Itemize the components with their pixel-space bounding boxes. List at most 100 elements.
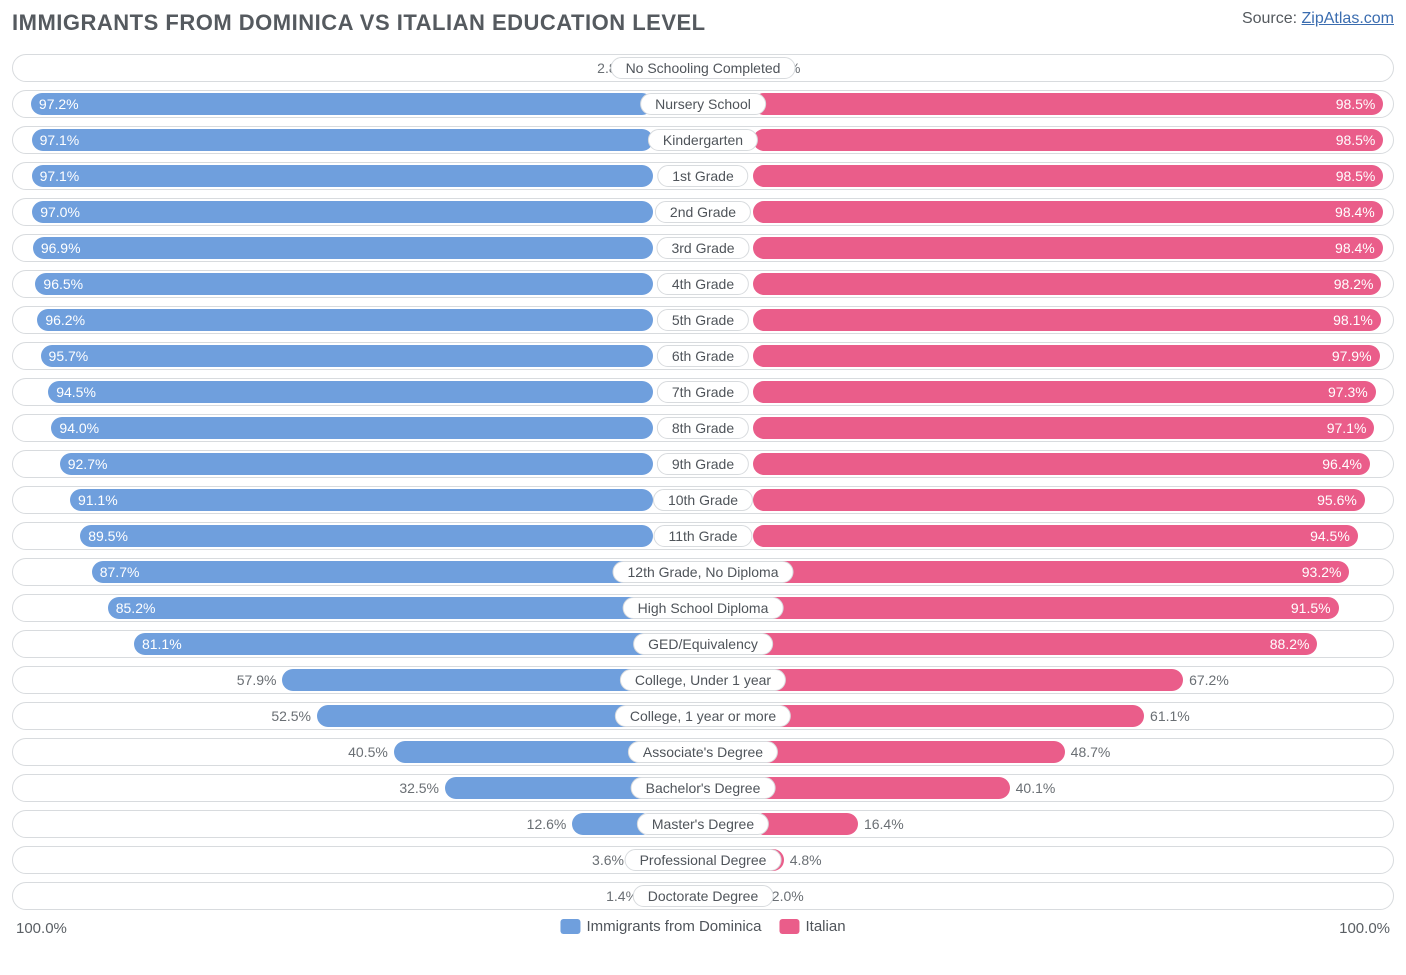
source-label: Source: (1242, 10, 1302, 27)
category-label: 9th Grade (657, 453, 749, 475)
category-label: GED/Equivalency (633, 633, 773, 655)
chart-row: 97.0%98.4%2nd Grade (12, 198, 1394, 226)
value-left: 87.7% (100, 564, 140, 580)
chart-row: 57.9%67.2%College, Under 1 year (12, 666, 1394, 694)
bar-left: 94.5% (48, 381, 653, 403)
value-left: 12.6% (527, 816, 567, 832)
category-label: 1st Grade (657, 165, 748, 187)
chart-row: 85.2%91.5%High School Diploma (12, 594, 1394, 622)
category-label: Kindergarten (648, 129, 758, 151)
bar-right: 40.1% (753, 777, 1010, 799)
legend: Immigrants from Dominica Italian (560, 918, 845, 935)
chart-row: 97.1% 98.5% Kindergarten (12, 126, 1394, 154)
value-left: 52.5% (271, 708, 311, 724)
chart-row: 40.5%48.7%Associate's Degree (12, 738, 1394, 766)
value-right: 98.4% (1335, 204, 1375, 220)
chart-row: 3.6%4.8%Professional Degree (12, 846, 1394, 874)
bar-right: 98.1% (753, 309, 1381, 331)
category-label: High School Diploma (623, 597, 784, 619)
category-label: 11th Grade (653, 525, 752, 547)
bar-left: 97.1% (32, 129, 653, 151)
header: IMMIGRANTS FROM DOMINICA VS ITALIAN EDUC… (12, 10, 1394, 36)
category-label: Associate's Degree (628, 741, 778, 763)
chart-row: 94.0%97.1%8th Grade (12, 414, 1394, 442)
bar-left: 96.9% (33, 237, 653, 259)
value-right: 2.0% (772, 888, 804, 904)
chart-row: 12.6%16.4%Master's Degree (12, 810, 1394, 838)
value-right: 48.7% (1071, 744, 1111, 760)
axis-max-left: 100.0% (16, 920, 67, 937)
chart-row: 89.5% 94.5% 11th Grade (12, 522, 1394, 550)
value-right: 97.3% (1328, 384, 1368, 400)
source: Source: ZipAtlas.com (1242, 10, 1394, 28)
chart-row: 97.1%98.5%1st Grade (12, 162, 1394, 190)
bar-left: 57.9% (282, 669, 653, 691)
source-link[interactable]: ZipAtlas.com (1302, 10, 1394, 27)
chart-row: 87.7%93.2%12th Grade, No Diploma (12, 558, 1394, 586)
legend-item-left: Immigrants from Dominica (560, 918, 761, 935)
bar-left: 85.2% (108, 597, 653, 619)
value-right: 98.2% (1334, 276, 1374, 292)
category-label: 6th Grade (657, 345, 749, 367)
chart-footer: 100.0% Immigrants from Dominica Italian … (12, 918, 1394, 944)
chart-row: 94.5%97.3%7th Grade (12, 378, 1394, 406)
value-left: 95.7% (49, 348, 89, 364)
value-right: 98.5% (1336, 132, 1376, 148)
bar-right: 95.6% (753, 489, 1365, 511)
value-right: 93.2% (1302, 564, 1342, 580)
value-left: 91.1% (78, 492, 118, 508)
category-label: Bachelor's Degree (631, 777, 776, 799)
value-left: 89.5% (88, 528, 128, 544)
bar-right: 97.3% (753, 381, 1376, 403)
value-right: 98.1% (1333, 312, 1373, 328)
bar-left: 52.5% (317, 705, 653, 727)
chart-container: IMMIGRANTS FROM DOMINICA VS ITALIAN EDUC… (0, 0, 1406, 954)
value-right: 61.1% (1150, 708, 1190, 724)
value-left: 97.0% (40, 204, 80, 220)
chart-row: 52.5%61.1%College, 1 year or more (12, 702, 1394, 730)
chart-row: 96.2%98.1%5th Grade (12, 306, 1394, 334)
chart-title: IMMIGRANTS FROM DOMINICA VS ITALIAN EDUC… (12, 10, 706, 36)
category-label: Professional Degree (625, 849, 782, 871)
value-left: 81.1% (142, 636, 182, 652)
value-left: 3.6% (592, 852, 624, 868)
value-right: 67.2% (1189, 672, 1229, 688)
bar-right: 61.1% (753, 705, 1144, 727)
bar-right: 48.7% (753, 741, 1065, 763)
value-left: 96.9% (41, 240, 81, 256)
bar-right: 98.4% (753, 237, 1383, 259)
value-left: 32.5% (399, 780, 439, 796)
bar-right: 98.4% (753, 201, 1383, 223)
value-right: 97.9% (1332, 348, 1372, 364)
value-left: 57.9% (237, 672, 277, 688)
chart-row: 2.8%1.5%No Schooling Completed (12, 54, 1394, 82)
value-right: 40.1% (1016, 780, 1056, 796)
bar-left: 97.2% (31, 93, 653, 115)
bar-left: 87.7% (92, 561, 653, 583)
value-right: 98.5% (1336, 96, 1376, 112)
bar-left: 40.5% (394, 741, 653, 763)
bar-left: 89.5% (80, 525, 653, 547)
chart-row: 91.1% 95.6% 10th Grade (12, 486, 1394, 514)
value-left: 97.2% (39, 96, 79, 112)
value-left: 94.0% (59, 420, 99, 436)
category-label: 10th Grade (653, 489, 753, 511)
chart-row: 92.7% 96.4% 9th Grade (12, 450, 1394, 478)
bar-left: 95.7% (41, 345, 653, 367)
bar-right: 94.5% (753, 525, 1358, 547)
bar-right: 98.5% (753, 93, 1383, 115)
category-label: 4th Grade (657, 273, 749, 295)
bar-right: 97.1% (753, 417, 1374, 439)
category-label: Doctorate Degree (633, 885, 774, 907)
bar-left: 91.1% (70, 489, 653, 511)
value-right: 94.5% (1310, 528, 1350, 544)
value-right: 95.6% (1317, 492, 1357, 508)
bar-left: 81.1% (134, 633, 653, 655)
value-right: 96.4% (1322, 456, 1362, 472)
diverging-bar-chart: 2.8%1.5%No Schooling Completed 97.2% 98.5%… (12, 54, 1394, 910)
bar-left: 94.0% (51, 417, 653, 439)
category-label: No Schooling Completed (611, 57, 796, 79)
bar-right: 98.5% (753, 165, 1383, 187)
value-left: 92.7% (68, 456, 108, 472)
bar-left: 96.5% (35, 273, 653, 295)
